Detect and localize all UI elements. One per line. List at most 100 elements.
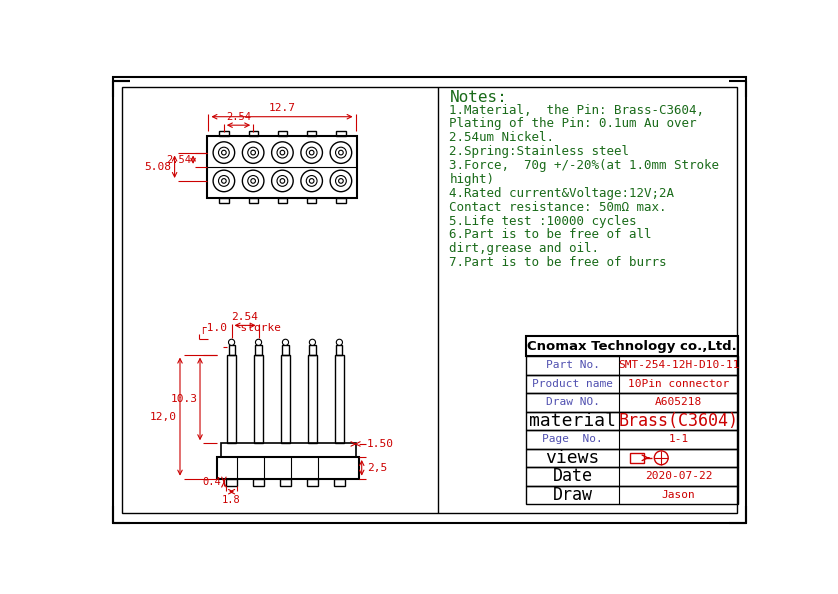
Circle shape bbox=[213, 142, 235, 163]
Bar bbox=[220, 198, 229, 203]
Text: 0.4: 0.4 bbox=[203, 477, 221, 487]
Text: Draw NO.: Draw NO. bbox=[546, 397, 600, 407]
Bar bbox=[217, 457, 360, 479]
Bar bbox=[526, 356, 738, 375]
Bar bbox=[281, 355, 290, 443]
Circle shape bbox=[272, 142, 293, 163]
Circle shape bbox=[277, 147, 287, 158]
Circle shape bbox=[336, 339, 343, 345]
Text: 5.Life test :10000 cycles: 5.Life test :10000 cycles bbox=[449, 214, 637, 228]
Bar bbox=[526, 393, 738, 412]
Bar bbox=[307, 479, 318, 485]
Text: dirt,grease and oil.: dirt,grease and oil. bbox=[449, 242, 599, 255]
Bar bbox=[207, 136, 357, 198]
Circle shape bbox=[282, 339, 288, 345]
Bar bbox=[220, 131, 229, 136]
Circle shape bbox=[280, 150, 285, 155]
Text: 2.54: 2.54 bbox=[166, 154, 191, 165]
Circle shape bbox=[306, 147, 317, 158]
Bar bbox=[227, 355, 236, 443]
Bar bbox=[334, 479, 344, 485]
Circle shape bbox=[330, 142, 352, 163]
Text: 2.54: 2.54 bbox=[226, 112, 251, 122]
Bar bbox=[256, 345, 261, 355]
Text: SMT-254-12H-D10-11: SMT-254-12H-D10-11 bbox=[618, 361, 739, 371]
Text: 5.08: 5.08 bbox=[144, 162, 172, 172]
Bar bbox=[334, 355, 344, 443]
Bar bbox=[336, 345, 343, 355]
Bar bbox=[308, 355, 317, 443]
Text: 2,5: 2,5 bbox=[367, 463, 387, 473]
Circle shape bbox=[213, 170, 235, 192]
Circle shape bbox=[229, 339, 235, 345]
Text: 12,0: 12,0 bbox=[150, 412, 177, 422]
Bar bbox=[309, 345, 316, 355]
Circle shape bbox=[301, 142, 323, 163]
Circle shape bbox=[309, 150, 314, 155]
Circle shape bbox=[309, 179, 314, 183]
Circle shape bbox=[309, 339, 316, 345]
Text: 2.54: 2.54 bbox=[231, 312, 259, 323]
Text: Date: Date bbox=[553, 467, 592, 485]
Bar bbox=[526, 430, 738, 448]
Text: Page  No.: Page No. bbox=[542, 434, 603, 444]
Bar bbox=[277, 198, 287, 203]
Bar bbox=[229, 345, 235, 355]
Bar bbox=[336, 131, 345, 136]
Circle shape bbox=[277, 176, 287, 187]
Text: 10Pin connector: 10Pin connector bbox=[628, 379, 729, 389]
Bar bbox=[526, 485, 738, 504]
Bar bbox=[526, 412, 738, 430]
Circle shape bbox=[221, 150, 226, 155]
Text: 7.Part is to be free of burrs: 7.Part is to be free of burrs bbox=[449, 256, 667, 269]
Bar bbox=[277, 131, 287, 136]
Text: 2.Spring:Stainless steel: 2.Spring:Stainless steel bbox=[449, 145, 629, 158]
Text: 6.Part is to be free of all: 6.Part is to be free of all bbox=[449, 228, 652, 241]
Text: Plating of the Pin: 0.1um Au over: Plating of the Pin: 0.1um Au over bbox=[449, 118, 697, 131]
Circle shape bbox=[219, 176, 230, 187]
Bar bbox=[249, 131, 258, 136]
Bar bbox=[226, 479, 237, 485]
Bar bbox=[220, 443, 355, 457]
Circle shape bbox=[242, 142, 264, 163]
Circle shape bbox=[335, 176, 346, 187]
Text: Brass(C3604): Brass(C3604) bbox=[618, 412, 738, 430]
Text: 1.Material,  the Pin: Brass-C3604,: 1.Material, the Pin: Brass-C3604, bbox=[449, 103, 705, 116]
Text: Part No.: Part No. bbox=[546, 361, 600, 371]
Bar bbox=[282, 345, 288, 355]
Circle shape bbox=[339, 150, 344, 155]
Text: 4.Rated current&Voltage:12V;2A: 4.Rated current&Voltage:12V;2A bbox=[449, 187, 675, 200]
Circle shape bbox=[280, 179, 285, 183]
Bar bbox=[526, 448, 738, 467]
Bar bbox=[254, 355, 263, 443]
Circle shape bbox=[301, 170, 323, 192]
Circle shape bbox=[306, 176, 317, 187]
Circle shape bbox=[272, 170, 293, 192]
Circle shape bbox=[335, 147, 346, 158]
Text: material: material bbox=[529, 412, 616, 430]
Text: 1-1: 1-1 bbox=[669, 434, 689, 444]
Text: Cnomax Technology co.,Ltd.: Cnomax Technology co.,Ltd. bbox=[527, 340, 737, 353]
Bar bbox=[307, 198, 316, 203]
Text: ┌1.0  storke: ┌1.0 storke bbox=[200, 323, 281, 334]
Circle shape bbox=[330, 170, 352, 192]
Text: 12.7: 12.7 bbox=[268, 103, 296, 113]
Text: 3.Force,  70g +/-20%(at 1.0mm Stroke: 3.Force, 70g +/-20%(at 1.0mm Stroke bbox=[449, 159, 720, 172]
Bar bbox=[336, 198, 345, 203]
Text: Notes:: Notes: bbox=[449, 90, 507, 105]
Bar bbox=[526, 467, 738, 485]
Circle shape bbox=[219, 147, 230, 158]
Circle shape bbox=[339, 179, 344, 183]
Text: A605218: A605218 bbox=[655, 397, 702, 407]
Text: hight): hight) bbox=[449, 173, 494, 186]
Text: 1.50: 1.50 bbox=[367, 439, 394, 449]
Circle shape bbox=[251, 150, 256, 155]
Bar bbox=[630, 453, 644, 463]
Text: Product name: Product name bbox=[532, 379, 613, 389]
Circle shape bbox=[256, 339, 261, 345]
Text: 1.8: 1.8 bbox=[222, 495, 241, 505]
Text: Draw: Draw bbox=[553, 486, 592, 504]
Bar bbox=[249, 198, 258, 203]
Text: views: views bbox=[546, 449, 600, 467]
Text: Contact resistance: 50mΩ max.: Contact resistance: 50mΩ max. bbox=[449, 201, 667, 214]
